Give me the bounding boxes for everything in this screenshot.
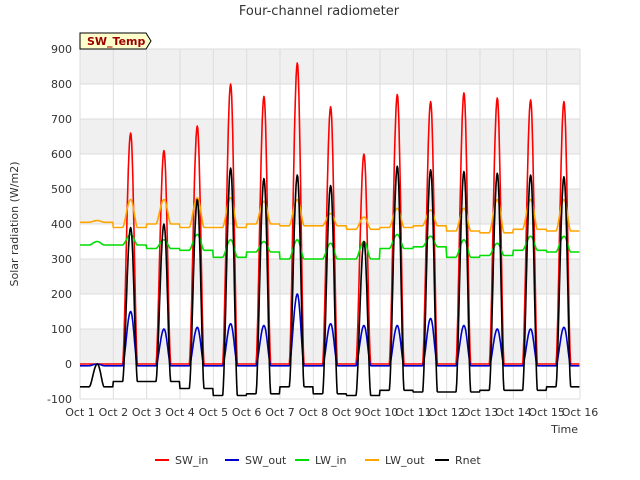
y-tick-label: 600 [51,148,72,161]
y-tick-label: 300 [51,253,72,266]
y-tick-label: 800 [51,78,72,91]
y-tick-label: 200 [51,288,72,301]
legend-label-sw-out: SW_out [245,454,287,467]
x-axis-label: Time [550,423,578,436]
series-lw-in-line [79,233,580,260]
sw-temp-badge-label: SW_Temp [87,35,146,48]
plot-band [80,329,580,364]
legend-label-rnet: Rnet [455,454,481,467]
x-tick-label: Oct 15 [528,406,565,419]
y-tick-label: 400 [51,218,72,231]
x-tick-label: Oct 13 [462,406,499,419]
x-tick-label: Oct 10 [362,406,399,419]
plot-band [80,49,580,84]
x-tick-label: Oct 4 [165,406,195,419]
y-axis-label: Solar radiation (W/m2) [8,161,21,286]
x-tick-label: Oct 7 [265,406,295,419]
y-tick-label: 0 [65,358,72,371]
x-tick-label: Oct 3 [132,406,162,419]
series-lw-out-line [79,197,580,234]
x-tick-label: Oct 12 [428,406,465,419]
x-tick-label: Oct 16 [562,406,599,419]
legend: SW_in SW_out LW_in LW_out Rnet [155,454,481,467]
sw-temp-badge-box [79,32,152,50]
axis-ticks: -100 0 100 200 300 400 500 600 700 800 900 Oct 1 Oct… [47,43,598,419]
y-tick-label: -100 [47,393,72,406]
legend-label-lw-in: LW_in [315,454,347,467]
y-tick-label: 700 [51,113,72,126]
x-tick-label: Oct 9 [332,406,362,419]
x-tick-label: Oct 1 [65,406,95,419]
series-layer [79,62,580,397]
x-tick-label: Oct 14 [495,406,532,419]
x-tick-label: Oct 11 [395,406,432,419]
legend-label-lw-out: LW_out [385,454,425,467]
series-rnet-line [79,165,580,397]
series-sw-in-line [79,62,580,365]
chart-title: Four-channel radiometer [239,4,400,19]
y-tick-label: 900 [51,43,72,56]
x-tick-label: Oct 2 [99,406,129,419]
sw-temp-badge: SW_Temp [79,32,152,50]
x-tick-label: Oct 8 [299,406,329,419]
x-tick-label: Oct 5 [199,406,229,419]
plot-band [80,259,580,294]
y-tick-label: 100 [51,323,72,336]
series-sw-out-line [79,293,580,367]
x-tick-label: Oct 6 [232,406,262,419]
plot-band [80,119,580,154]
legend-label-sw-in: SW_in [175,454,208,467]
y-tick-label: 500 [51,183,72,196]
